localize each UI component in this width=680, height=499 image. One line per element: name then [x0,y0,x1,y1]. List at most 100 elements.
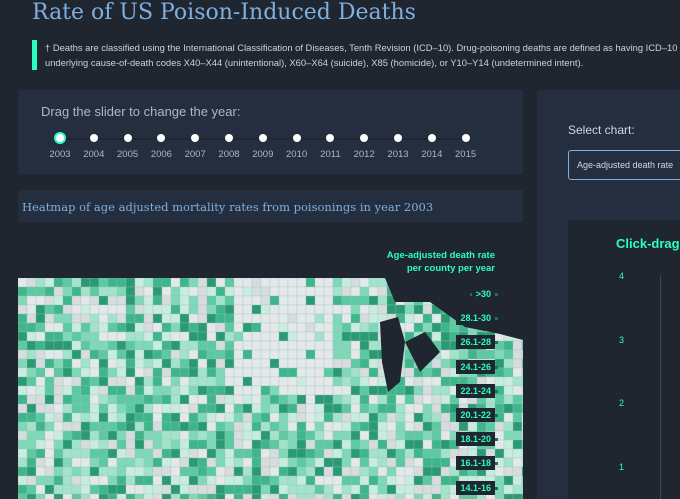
county [512,385,523,396]
county [18,421,28,432]
county [395,403,406,414]
county [62,457,73,468]
slider-dot[interactable] [427,134,436,142]
county [125,466,136,477]
county [278,385,289,396]
county [98,484,109,495]
county [278,484,289,495]
county [269,367,280,378]
county [296,484,307,495]
county [278,322,289,333]
county [224,457,235,468]
county [422,376,433,387]
county [413,376,424,387]
county [188,430,199,441]
county [233,286,244,297]
county [233,475,244,486]
county [206,385,217,396]
county [215,295,226,306]
county [251,457,262,468]
slider-dot[interactable] [56,134,64,142]
county [188,278,199,288]
county [35,412,46,423]
county [377,286,388,297]
county [26,484,37,495]
county [161,340,172,351]
legend-title: Age-adjusted death rate per county per ye… [387,249,495,275]
county [422,484,433,495]
county [107,394,118,405]
county [440,448,451,459]
county [341,403,352,414]
county [305,457,316,468]
county [152,304,163,315]
county [71,322,82,333]
county [269,439,280,450]
county [395,466,406,477]
county [440,493,451,499]
county [395,304,406,315]
county [89,412,100,423]
slider-dot[interactable] [394,134,402,142]
county [359,475,370,486]
county [440,367,451,378]
county [359,278,370,288]
slider-dot[interactable] [89,134,98,142]
county [242,385,253,396]
county [503,484,514,495]
county [116,412,127,423]
county [161,448,172,459]
slider-dot[interactable] [326,134,335,142]
county [26,331,37,342]
county [323,322,334,333]
county [134,322,145,333]
county [440,457,451,468]
chart-dropdown[interactable]: Age-adjusted death rate [568,150,680,180]
county [53,421,64,432]
county [80,385,91,396]
county [152,376,163,387]
county [152,286,163,297]
county [404,358,415,369]
county [143,278,154,288]
slider-dot[interactable] [360,134,369,142]
legend-title-line: per county per year [406,263,495,274]
county [98,286,109,297]
slider-dot[interactable] [258,134,267,142]
county [197,385,208,396]
county [431,376,442,387]
county [152,349,163,360]
county [44,385,55,396]
county [224,349,235,360]
county [242,448,253,459]
county [341,421,352,432]
county [431,430,442,441]
county [350,475,361,486]
county [269,430,280,441]
county [323,358,334,369]
slider-dot[interactable] [123,134,132,142]
county [368,304,379,315]
county [287,340,298,351]
county [377,493,388,499]
county [260,412,271,423]
county [170,466,181,477]
county [107,493,118,499]
slider-dot[interactable] [292,134,301,142]
slider-dot[interactable] [225,134,233,142]
county [521,394,523,405]
county [197,313,208,324]
lake [405,332,440,372]
slider-dot[interactable] [461,134,470,142]
county [350,412,361,423]
slider-dot[interactable] [191,134,200,142]
legend-title-line: Age-adjusted death rate [386,250,495,261]
county [116,457,127,468]
county [35,286,46,297]
county [62,412,73,423]
county [431,493,442,499]
county [152,367,163,378]
county [242,278,253,288]
county [179,304,190,315]
slider-dot[interactable] [157,134,166,142]
